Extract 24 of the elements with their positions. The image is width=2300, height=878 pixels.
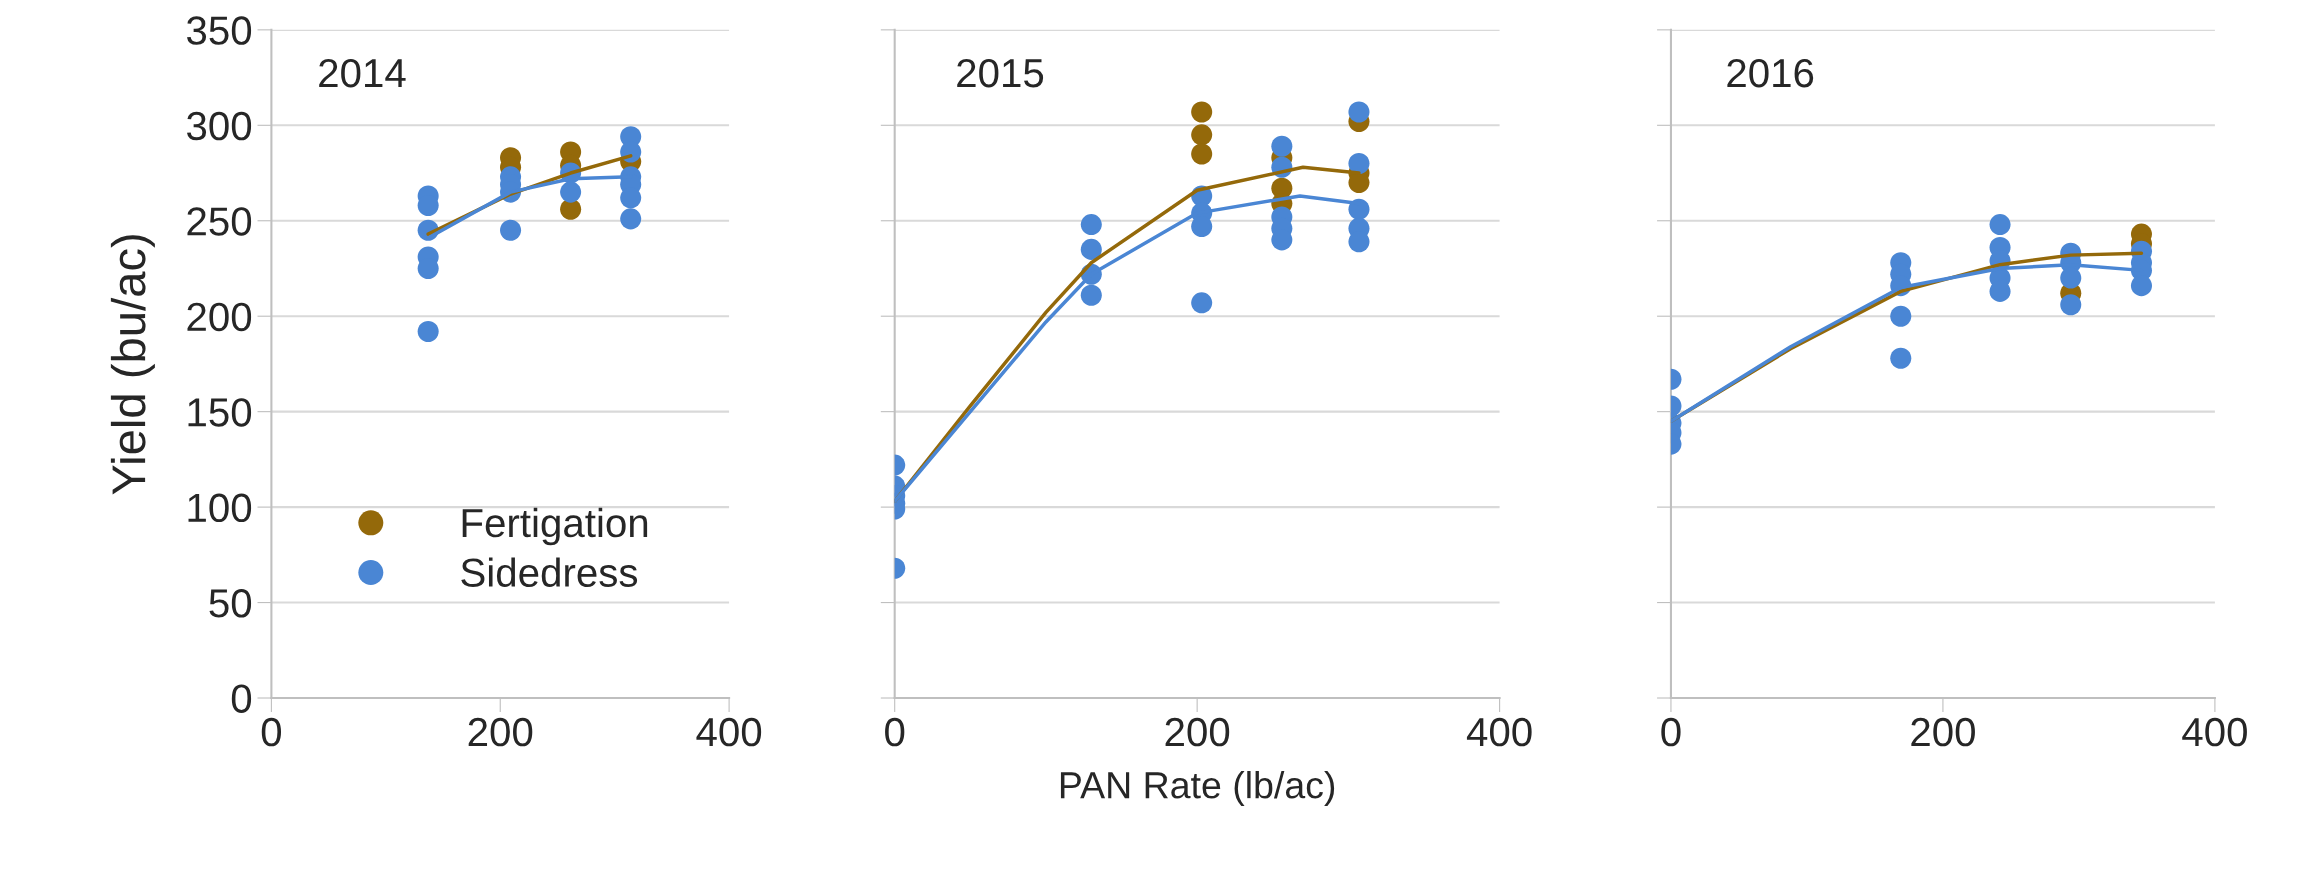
x-tick-label: 200 bbox=[1911, 717, 1975, 747]
x-tick-label: 0 bbox=[1661, 717, 1681, 747]
y-tick-label: 150 bbox=[188, 398, 252, 427]
x-tick-label: 200 bbox=[468, 717, 533, 747]
y-tick-label: 250 bbox=[187, 207, 252, 236]
x-tick-label: 200 bbox=[1165, 717, 1230, 747]
x-tick-label: 400 bbox=[696, 717, 762, 747]
x-tick-label: 0 bbox=[885, 717, 905, 747]
legend-label: Sidedress bbox=[461, 557, 638, 587]
legend-label: Fertigation bbox=[462, 507, 648, 546]
y-tick-label: 350 bbox=[186, 16, 252, 45]
text: 2016 bbox=[1727, 58, 1814, 88]
x-tick-label: 400 bbox=[1466, 717, 1532, 747]
y-tick-label: 200 bbox=[187, 302, 252, 332]
y-tick-label: 100 bbox=[188, 493, 252, 523]
x-axis-title: PAN Rate (lb/ac) bbox=[1060, 770, 1335, 806]
text: 2014 bbox=[319, 58, 406, 88]
y-tick-label: 300 bbox=[186, 111, 252, 141]
y-tick-label: 0 bbox=[231, 684, 252, 713]
y-axis-title: Yield (bu/ac) bbox=[110, 235, 155, 495]
text: 2015 bbox=[957, 58, 1044, 88]
x-tick-label: 400 bbox=[2182, 717, 2247, 747]
x-tick-label: 0 bbox=[261, 717, 282, 747]
y-tick-label: 50 bbox=[209, 589, 252, 618]
